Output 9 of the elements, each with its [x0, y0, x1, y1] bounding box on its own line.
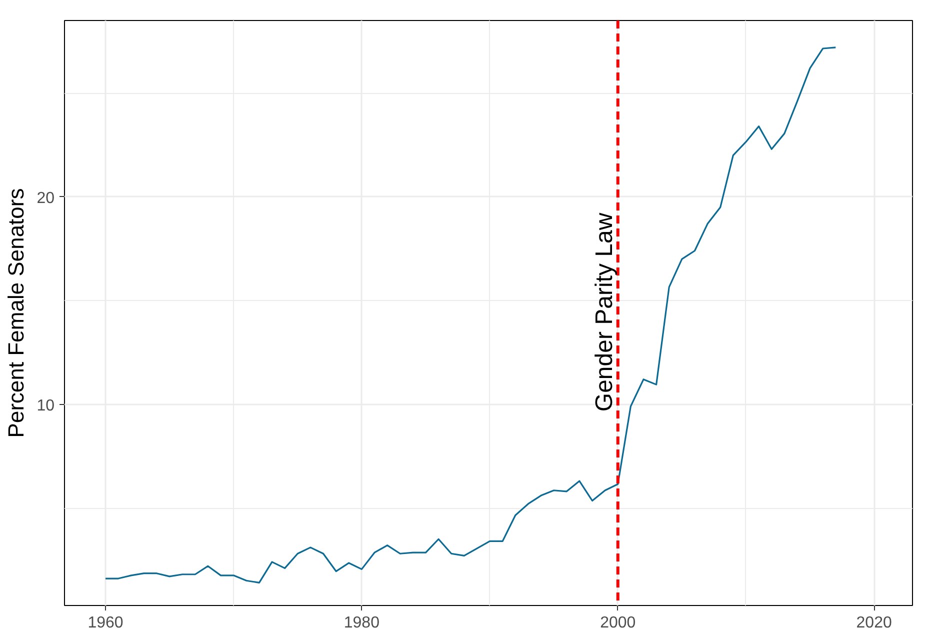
x-tick-label: 1980	[344, 614, 380, 632]
y-tick-label: 20	[36, 190, 55, 207]
y-tick-label: 10	[36, 397, 55, 414]
x-tick-label: 1960	[88, 614, 124, 632]
x-tick-label: 2020	[856, 614, 892, 632]
ref-line-label: Gender Parity Law	[590, 212, 618, 412]
line-series	[104, 46, 836, 584]
x-tick-label: 2000	[600, 614, 636, 632]
y-axis-title: Percent Female Senators	[4, 188, 29, 438]
